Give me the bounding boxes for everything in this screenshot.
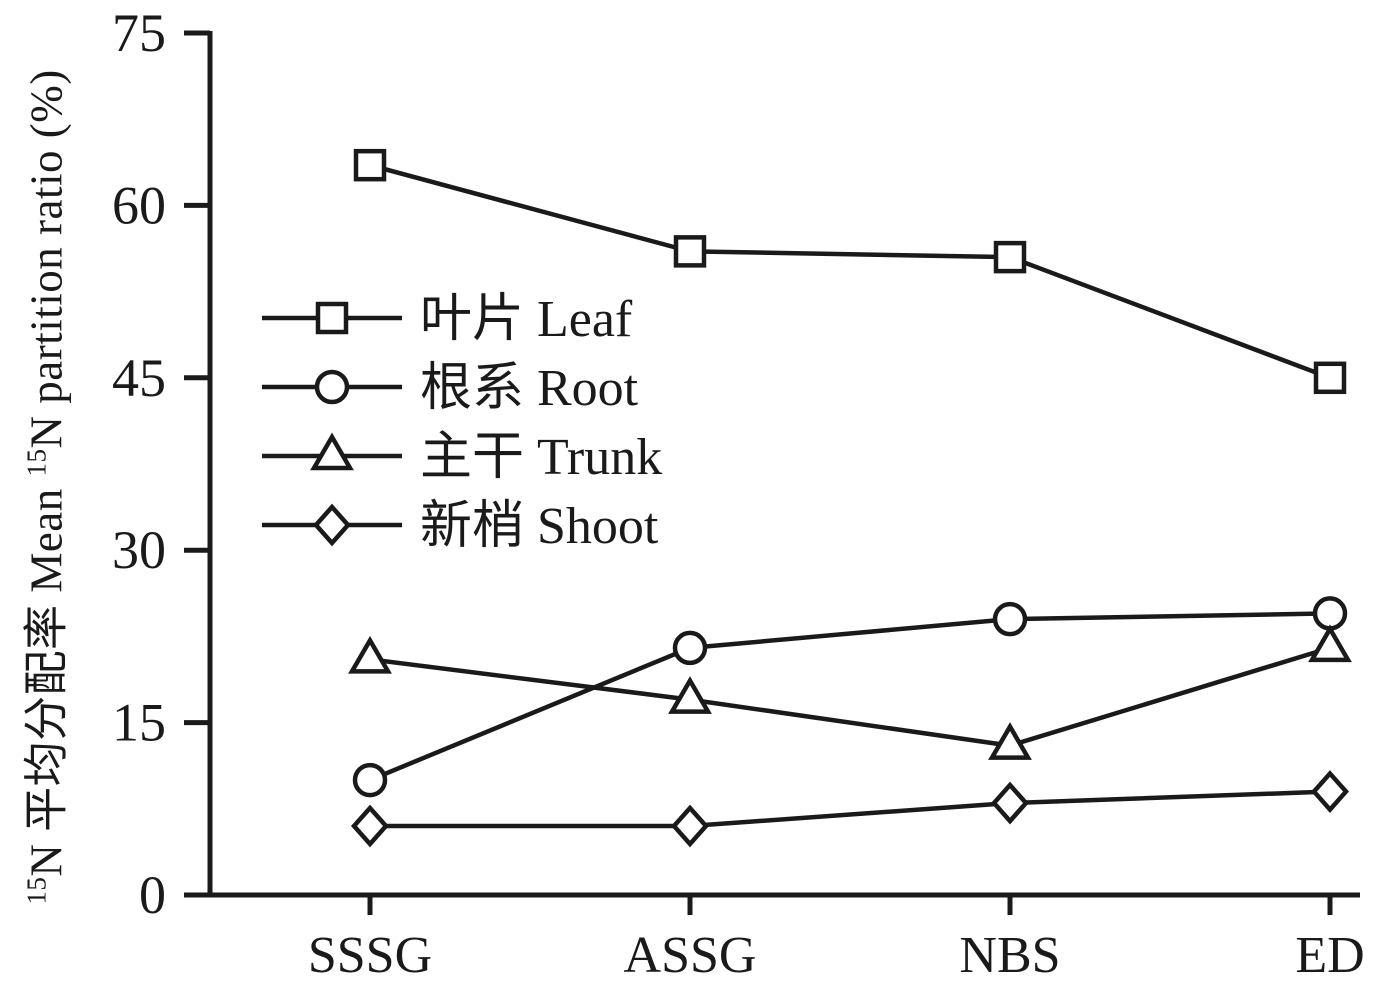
y-tick-label: 60	[112, 175, 166, 235]
y-tick-label: 15	[112, 693, 166, 753]
y-tick-label: 0	[139, 865, 166, 925]
triangle-marker	[310, 432, 354, 471]
square-marker	[673, 235, 707, 268]
diamond-marker	[312, 503, 352, 547]
square-marker	[1313, 361, 1347, 395]
legend-label: 主干 Trunk	[420, 429, 662, 486]
series-line-circle	[369, 611, 1331, 783]
triangle-marker	[668, 676, 712, 714]
triangle-marker	[1308, 624, 1352, 663]
square-marker	[353, 148, 387, 182]
circle-marker	[352, 762, 388, 798]
diamond-marker	[1310, 770, 1350, 813]
series-line-square	[369, 163, 1331, 380]
y-tick-label: 45	[112, 348, 166, 408]
triangle-marker	[348, 635, 392, 674]
circle-marker	[314, 369, 350, 405]
diamond-marker	[670, 804, 710, 848]
diamond-marker	[990, 781, 1030, 825]
square-marker	[993, 240, 1027, 274]
circle-marker	[1312, 596, 1348, 631]
triangle-marker	[988, 722, 1032, 760]
x-category-label: SSSG	[308, 927, 432, 984]
circle-marker	[672, 630, 708, 666]
y-tick-label: 75	[112, 3, 166, 63]
square-marker	[315, 301, 349, 335]
legend-label: 根系 Root	[420, 360, 639, 417]
x-category-label: NBS	[959, 927, 1060, 984]
circle-marker	[992, 601, 1028, 637]
x-category-label: ED	[1295, 927, 1364, 984]
legend-label: 叶片 Leaf	[420, 291, 633, 348]
legend-label: 新梢 Shoot	[420, 498, 659, 555]
diamond-marker	[350, 804, 390, 848]
series-line-triangle	[369, 645, 1331, 748]
series-line-diamond	[370, 789, 1331, 829]
y-tick-label: 30	[112, 520, 166, 580]
x-category-label: ASSG	[624, 927, 757, 984]
